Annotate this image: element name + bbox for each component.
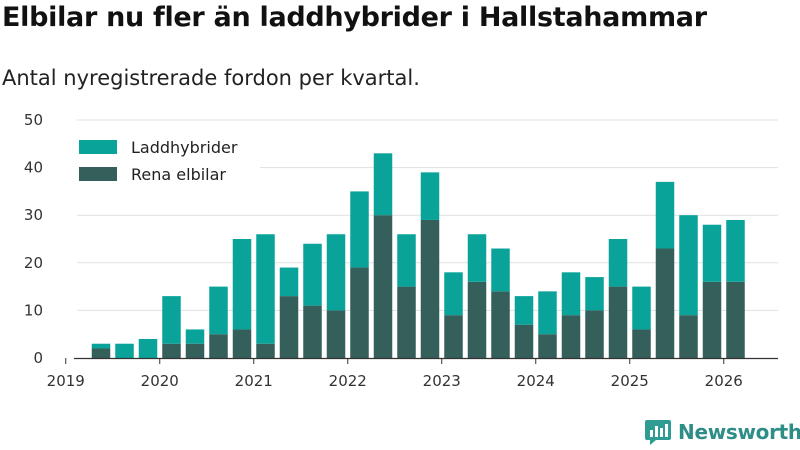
bar-laddhybrider <box>162 296 181 344</box>
bar-laddhybrider <box>585 277 604 311</box>
bar-rena-elbilar <box>726 281 745 358</box>
bar-laddhybrider <box>444 272 463 316</box>
bar-rena-elbilar <box>585 310 604 358</box>
newsworthy-brand: Newsworthy <box>644 418 800 446</box>
newsworthy-logo-icon <box>645 420 671 445</box>
legend: Laddhybrider Rena elbilar <box>56 130 260 190</box>
y-tick-label: 10 <box>24 301 43 319</box>
bar-laddhybrider <box>561 272 581 316</box>
bar-laddhybrider <box>115 343 134 358</box>
y-tick-label: 0 <box>33 349 43 367</box>
bar-laddhybrider <box>232 239 252 330</box>
bar-rena-elbilar <box>632 329 651 358</box>
bar-laddhybrider <box>467 234 487 282</box>
bar-rena-elbilar <box>209 334 228 358</box>
bar-rena-elbilar <box>162 343 181 358</box>
x-tick-label: 2020 <box>141 372 179 390</box>
y-tick-label: 40 <box>24 159 43 177</box>
bar-laddhybrider <box>303 243 322 306</box>
bar-laddhybrider <box>91 343 111 349</box>
legend-swatch <box>79 140 117 154</box>
bar-rena-elbilar <box>420 219 440 358</box>
bar-rena-elbilar <box>232 329 252 358</box>
bar-rena-elbilar <box>491 291 510 358</box>
bar-rena-elbilar <box>538 334 557 358</box>
y-tick-label: 20 <box>24 254 43 272</box>
bar-rena-elbilar <box>608 286 628 358</box>
bar-rena-elbilar <box>702 281 722 358</box>
bar-laddhybrider <box>185 329 205 344</box>
x-tick-label: 2021 <box>235 372 273 390</box>
bar-rena-elbilar <box>655 248 675 358</box>
bar-laddhybrider <box>420 172 440 220</box>
brand-name: Newsworthy <box>678 420 800 444</box>
bar-laddhybrider <box>726 219 745 282</box>
bar-rena-elbilar <box>91 348 111 358</box>
bar-laddhybrider <box>538 291 557 335</box>
bar-rena-elbilar <box>467 281 487 358</box>
bar-rena-elbilar <box>350 267 369 358</box>
bar-laddhybrider <box>397 234 416 287</box>
x-tick-label: 2022 <box>329 372 367 390</box>
y-axis: 0 10 20 30 40 50 <box>24 111 43 367</box>
y-tick-label: 30 <box>24 206 43 224</box>
bar-rena-elbilar <box>397 286 416 358</box>
bar-rena-elbilar <box>256 343 275 358</box>
legend-label: Rena elbilar <box>131 165 226 184</box>
legend-swatch <box>79 167 117 181</box>
bar-laddhybrider <box>326 234 346 311</box>
chart-subtitle: Antal nyregistrerade fordon per kvartal. <box>2 66 420 90</box>
bar-laddhybrider <box>279 267 299 297</box>
bar-rena-elbilar <box>185 343 205 358</box>
bar-rena-elbilar <box>679 315 698 358</box>
bars <box>91 153 745 358</box>
bar-laddhybrider <box>632 286 651 330</box>
y-tick-label: 50 <box>24 111 43 129</box>
bar-laddhybrider <box>350 191 369 268</box>
x-tick-label: 2024 <box>517 372 555 390</box>
bar-laddhybrider <box>209 286 228 335</box>
legend-label: Laddhybrider <box>131 138 238 157</box>
bar-rena-elbilar <box>326 310 346 358</box>
bar-laddhybrider <box>608 239 628 287</box>
x-tick-label: 2023 <box>423 372 461 390</box>
bar-rena-elbilar <box>279 296 299 358</box>
bar-laddhybrider <box>256 234 275 344</box>
x-tick-label: 2026 <box>705 372 743 390</box>
bar-rena-elbilar <box>444 315 463 358</box>
bar-rena-elbilar <box>514 324 534 358</box>
chart-title: Elbilar nu fler än laddhybrider i Hallst… <box>2 2 707 33</box>
bar-laddhybrider <box>138 338 158 358</box>
bar-rena-elbilar <box>561 315 581 358</box>
bar-rena-elbilar <box>373 215 393 358</box>
x-tick-label: 2025 <box>611 372 649 390</box>
bar-laddhybrider <box>655 181 675 249</box>
bar-laddhybrider <box>491 248 510 292</box>
bar-laddhybrider <box>679 215 698 316</box>
bar-rena-elbilar <box>303 305 322 358</box>
x-tick-label: 2019 <box>47 372 85 390</box>
bar-laddhybrider <box>373 153 393 216</box>
x-axis: 2019 2020 2021 2022 2023 2024 2025 2026 <box>47 357 778 390</box>
bar-laddhybrider <box>514 296 534 325</box>
bar-laddhybrider <box>702 224 722 282</box>
